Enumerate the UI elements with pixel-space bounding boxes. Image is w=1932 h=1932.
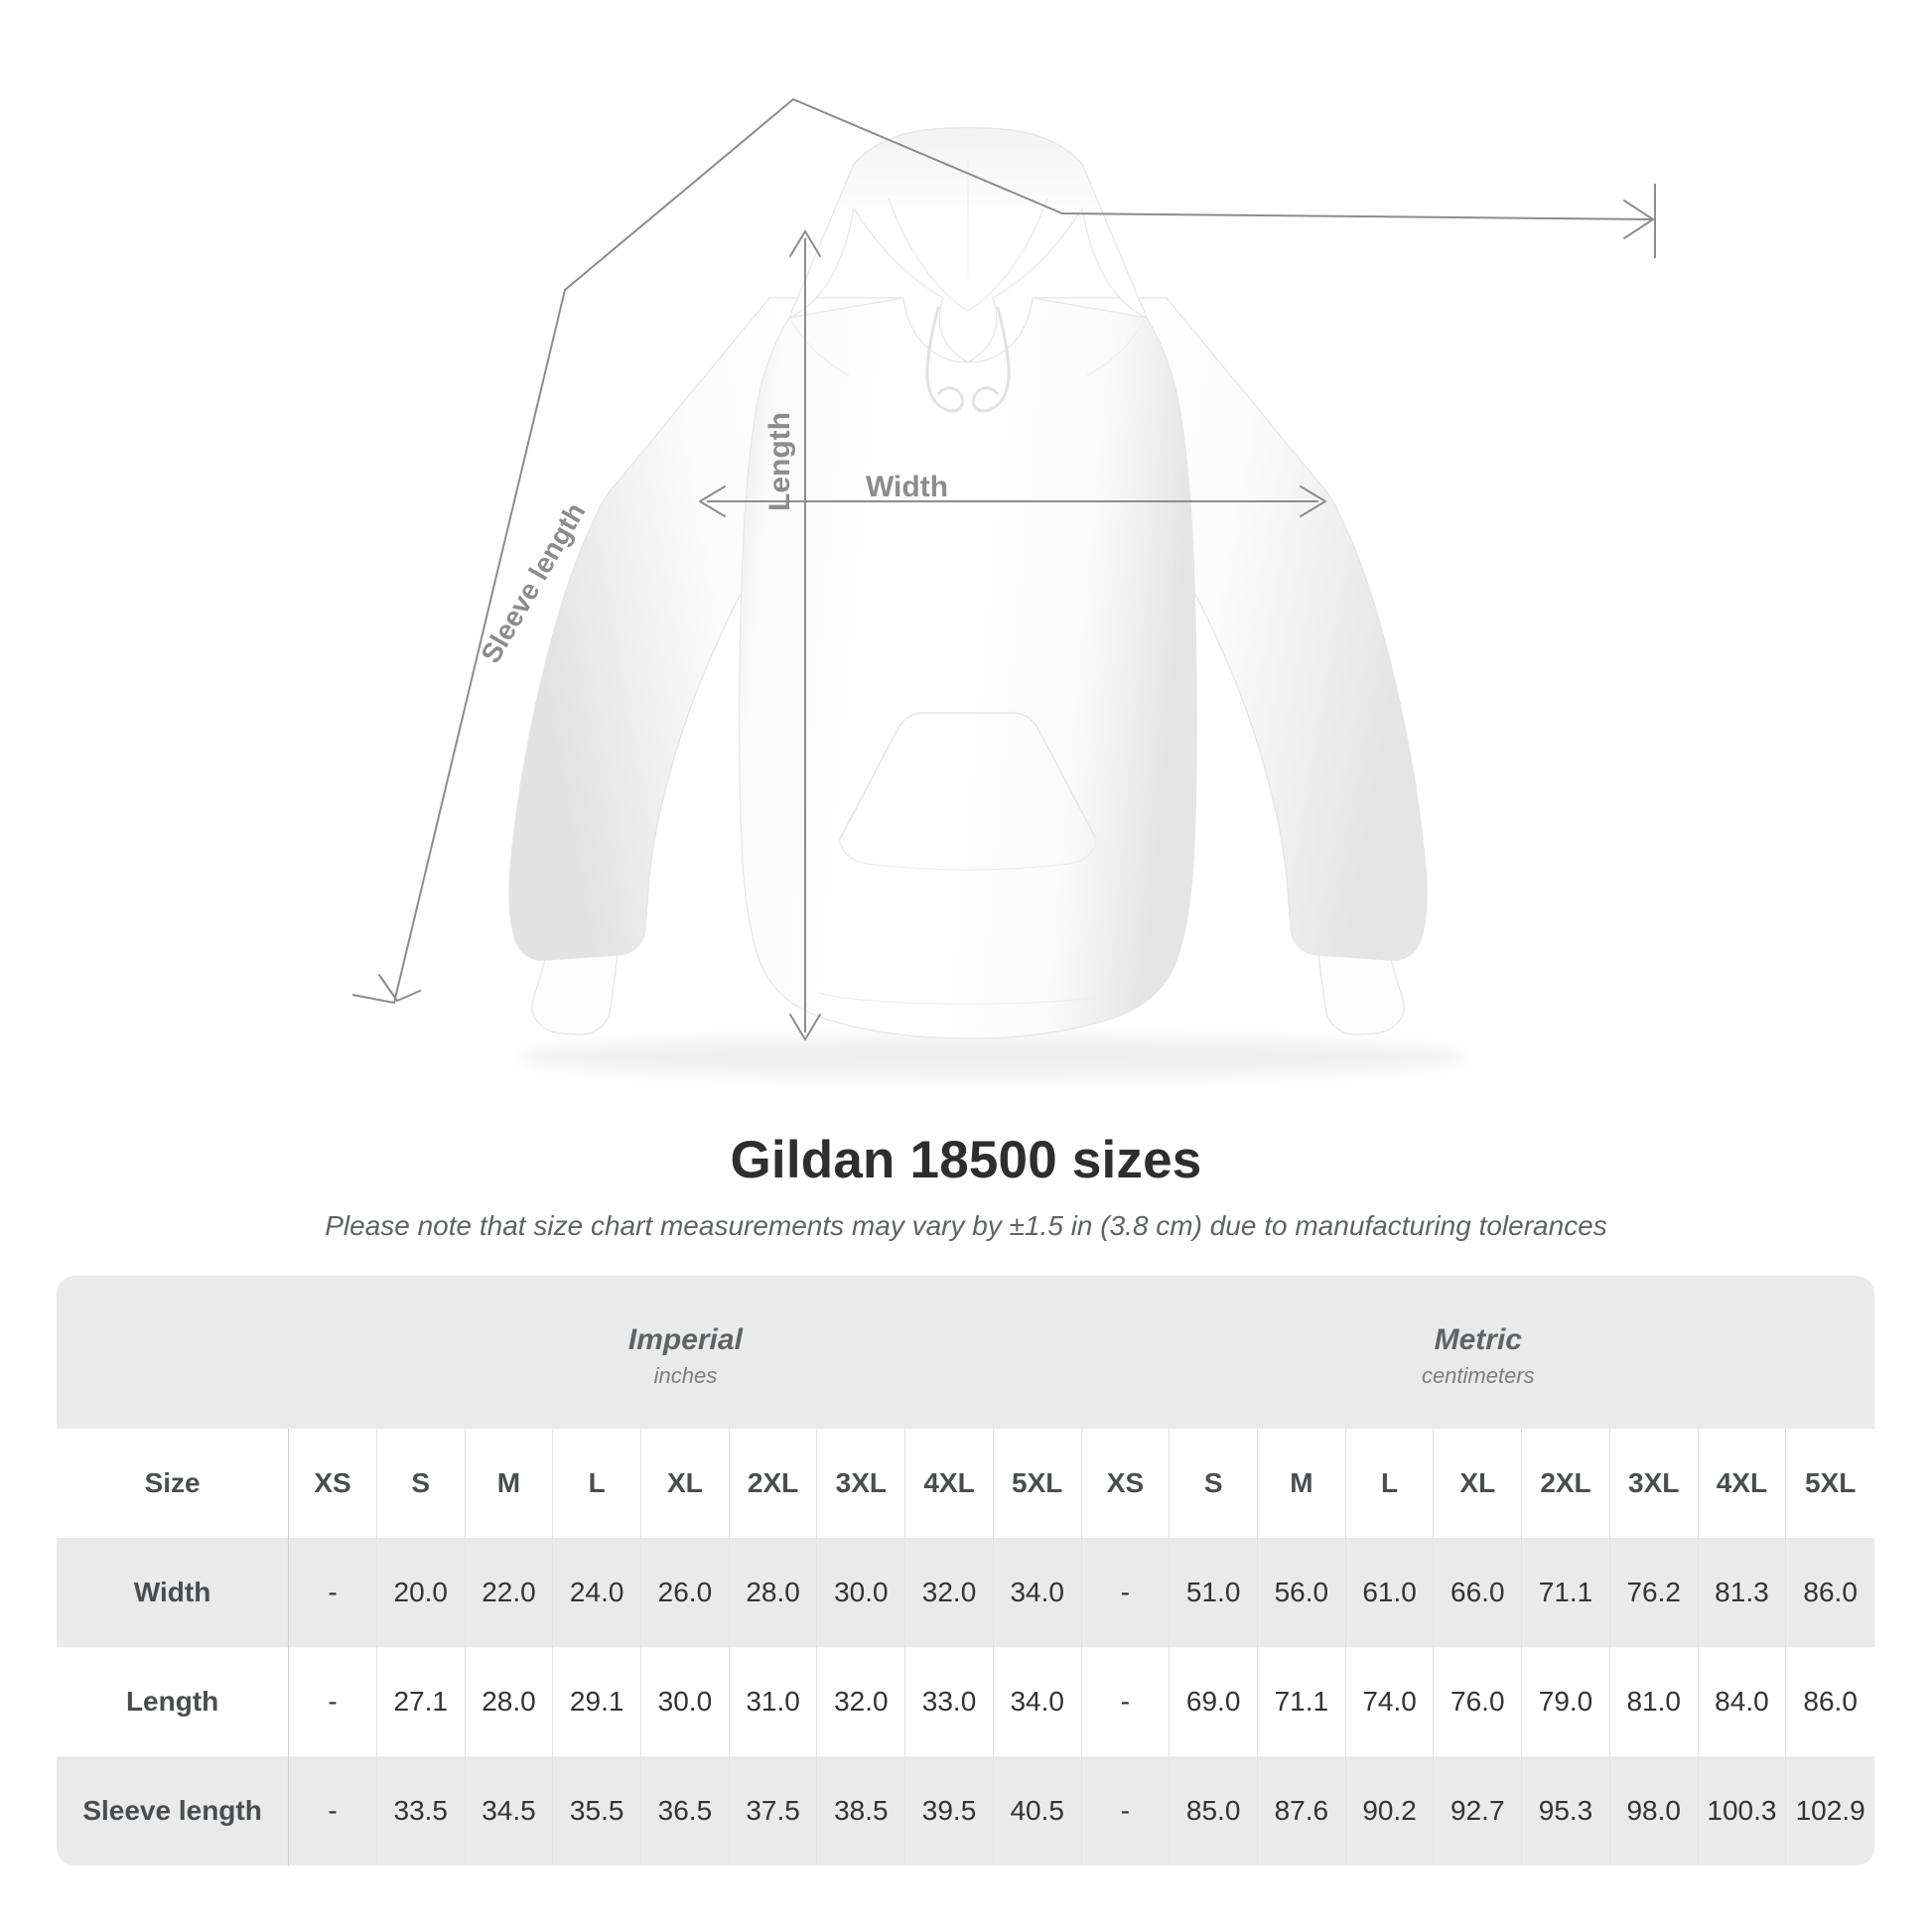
svg-text:Length: Length (763, 412, 796, 511)
svg-text:Width: Width (866, 471, 948, 503)
